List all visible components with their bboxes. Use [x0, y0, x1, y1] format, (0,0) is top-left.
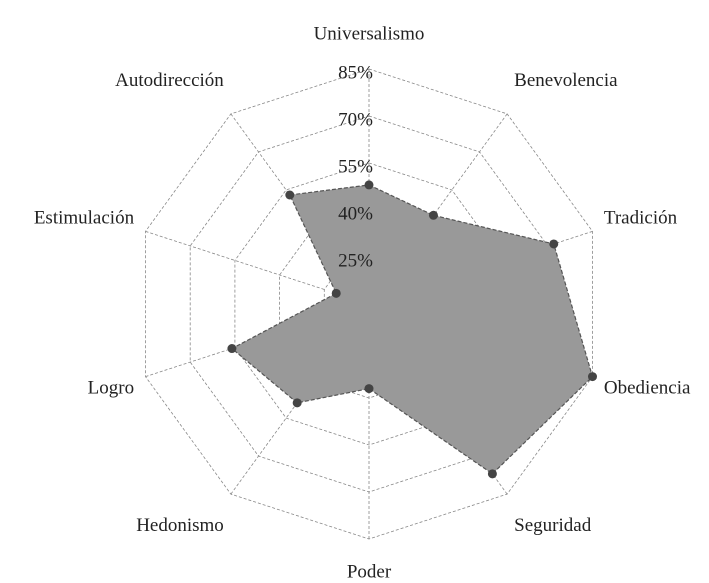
- data-point: [285, 190, 295, 200]
- tick-label: 25%: [338, 250, 373, 271]
- data-point: [227, 344, 237, 354]
- data-point: [364, 384, 374, 394]
- grid-spoke: [145, 231, 325, 290]
- category-label: Hedonismo: [136, 515, 224, 536]
- data-point: [549, 239, 559, 249]
- category-label: Benevolencia: [514, 70, 618, 91]
- data-point: [364, 180, 374, 190]
- data-area: [230, 184, 594, 475]
- data-point: [331, 288, 341, 298]
- tick-label: 85%: [338, 62, 373, 83]
- data-point: [587, 372, 597, 382]
- category-label: Universalismo: [314, 23, 425, 44]
- data-point: [292, 398, 302, 408]
- category-label: Seguridad: [514, 515, 592, 536]
- tick-label: 70%: [338, 109, 373, 130]
- category-label: Autodirección: [115, 70, 224, 91]
- category-label: Logro: [88, 377, 134, 398]
- tick-label: 55%: [338, 156, 373, 177]
- data-point: [428, 210, 438, 220]
- tick-label: 40%: [338, 203, 373, 224]
- category-label: Poder: [347, 561, 392, 582]
- category-label: Estimulación: [34, 207, 135, 228]
- category-label: Tradición: [604, 207, 678, 228]
- category-label: Obediencia: [604, 377, 691, 398]
- data-point: [487, 469, 497, 479]
